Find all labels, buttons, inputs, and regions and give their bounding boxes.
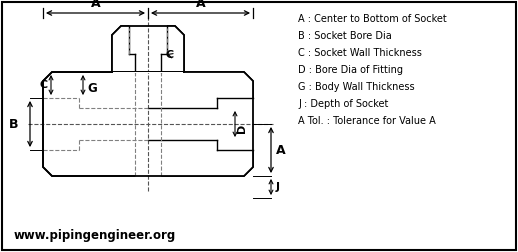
Text: A Tol. : Tolerance for Value A: A Tol. : Tolerance for Value A <box>298 116 436 126</box>
Polygon shape <box>112 26 184 72</box>
Text: G: G <box>87 81 97 94</box>
Text: A: A <box>276 143 285 156</box>
Text: www.pipingengineer.org: www.pipingengineer.org <box>14 229 176 242</box>
Text: C : Socket Wall Thickness: C : Socket Wall Thickness <box>298 48 422 58</box>
Text: C: C <box>166 50 174 60</box>
Text: B : Socket Bore Dia: B : Socket Bore Dia <box>298 31 392 41</box>
Bar <box>135 70 161 178</box>
Text: A : Center to Bottom of Socket: A : Center to Bottom of Socket <box>298 14 447 24</box>
Bar <box>129 41 167 74</box>
Text: A: A <box>91 0 100 10</box>
Bar <box>113 72 183 73</box>
Text: J: J <box>276 182 280 192</box>
Bar <box>129 21 167 54</box>
Text: J : Depth of Socket: J : Depth of Socket <box>298 99 388 109</box>
Text: D : Bore Dia of Fitting: D : Bore Dia of Fitting <box>298 65 403 75</box>
Text: B: B <box>8 117 18 131</box>
Text: G : Body Wall Thickness: G : Body Wall Thickness <box>298 82 414 92</box>
Text: C: C <box>40 80 48 90</box>
Polygon shape <box>112 26 184 72</box>
Bar <box>217 98 258 150</box>
Polygon shape <box>43 72 253 176</box>
Bar <box>148 108 258 140</box>
Text: A: A <box>196 0 205 10</box>
Polygon shape <box>148 72 253 176</box>
Text: D: D <box>237 123 247 133</box>
